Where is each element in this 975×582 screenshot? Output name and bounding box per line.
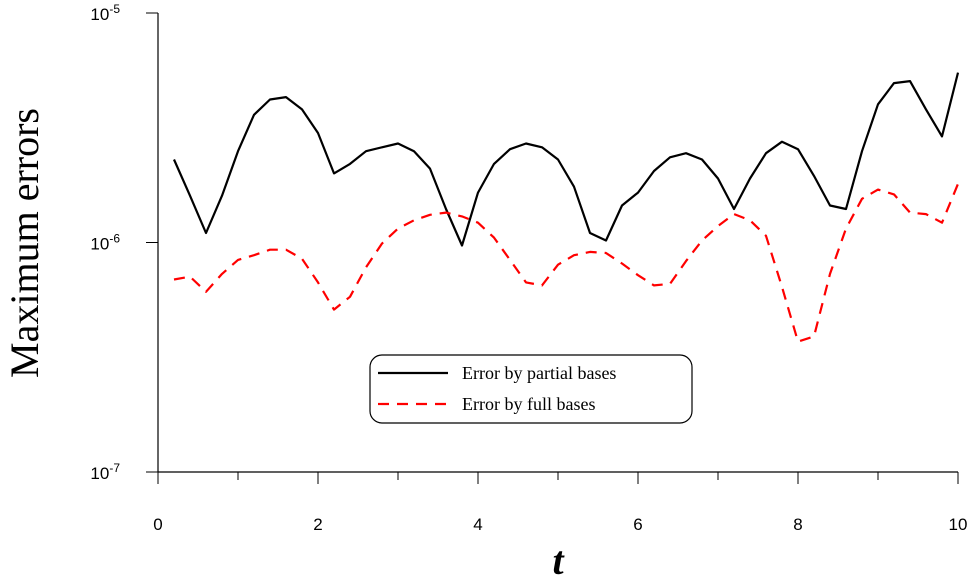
y-tick-label: 10-7 <box>90 461 120 483</box>
x-tick-label: 2 <box>313 515 322 534</box>
y-axis-label: Maximum errors <box>2 108 47 378</box>
x-tick-label: 4 <box>473 515 482 534</box>
x-tick-label: 0 <box>153 515 162 534</box>
legend: Error by partial bases Error by full bas… <box>369 354 693 424</box>
x-tick-label: 8 <box>793 515 802 534</box>
legend-box <box>369 354 693 424</box>
x-axis-label: t <box>552 538 565 582</box>
x-tick-label: 10 <box>949 515 968 534</box>
legend-label-full: Error by full bases <box>462 394 595 414</box>
legend-label-partial: Error by partial bases <box>462 363 616 383</box>
axes: 0 2 4 6 8 10 10-7 10-6 10-5 <box>90 2 967 534</box>
y-tick-label: 10-5 <box>90 2 120 24</box>
y-tick-label: 10-6 <box>90 232 120 254</box>
series-line-partial <box>172 72 960 247</box>
series-layer <box>172 72 960 343</box>
x-tick-label: 6 <box>633 515 642 534</box>
series-line-full <box>173 183 960 343</box>
